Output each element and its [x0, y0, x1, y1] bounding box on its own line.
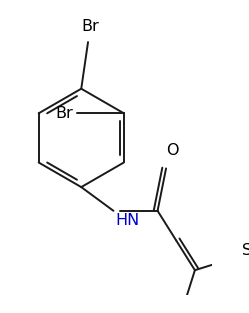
Text: O: O [167, 143, 179, 158]
Text: Br: Br [55, 106, 73, 121]
Text: HN: HN [115, 213, 139, 228]
Text: Br: Br [82, 18, 99, 33]
Text: S: S [242, 243, 249, 258]
